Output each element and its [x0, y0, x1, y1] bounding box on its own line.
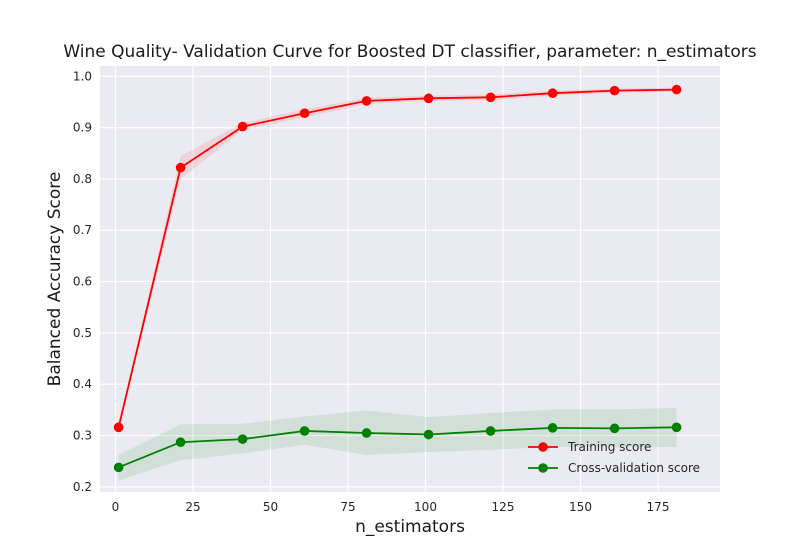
confidence-bands — [118, 87, 677, 481]
training-score-point — [299, 108, 310, 119]
cross-validation-score-point — [423, 429, 434, 440]
legend-items: Training score Cross-validation score — [528, 440, 700, 475]
cross-validation-score-point — [175, 437, 186, 448]
y-tick-labels: 0.2 0.3 0.4 0.5 0.6 0.7 0.8 0.9 1.0 — [73, 69, 92, 494]
series-lines — [117, 88, 677, 469]
cross-validation-score-point — [361, 428, 372, 438]
y-tick-label: 0.3 — [73, 429, 92, 443]
series-points — [113, 84, 682, 473]
y-axis-label: Balanced Accuracy Score — [45, 172, 65, 387]
cross-validation-score-band — [118, 407, 677, 481]
x-tick-label: 100 — [414, 500, 437, 514]
x-tick-label: 125 — [492, 500, 515, 514]
legend-cross-validation-label: Cross-validation score — [568, 461, 700, 475]
training-score-point — [609, 85, 620, 96]
cross-validation-score-point — [299, 426, 310, 436]
plot-background — [100, 66, 720, 492]
x-tick-label: 175 — [647, 500, 670, 514]
training-score-point — [361, 96, 372, 106]
cross-validation-score-point — [113, 462, 124, 473]
legend-cross-validation-marker — [538, 463, 548, 473]
cross-validation-score-point — [609, 423, 620, 434]
y-tick-label: 0.8 — [73, 172, 92, 186]
x-tick-label: 75 — [340, 500, 355, 514]
cross-validation-score-point — [547, 423, 558, 433]
y-tick-label: 0.7 — [73, 223, 92, 237]
y-tick-label: 0.5 — [73, 326, 92, 340]
training-score-point — [671, 84, 682, 95]
y-tick-label: 0.6 — [73, 275, 92, 289]
chart-title: Wine Quality- Validation Curve for Boost… — [63, 42, 756, 62]
x-tick-label: 150 — [569, 500, 592, 514]
training-score-point — [423, 93, 434, 104]
y-tick-label: 0.4 — [73, 377, 92, 391]
training-score-line — [117, 88, 677, 428]
cross-validation-score-point — [671, 422, 682, 433]
x-tick-label: 0 — [112, 500, 120, 514]
x-axis-label: n_estimators — [355, 517, 465, 537]
x-tick-label: 50 — [263, 500, 278, 514]
y-tick-label: 0.2 — [73, 480, 92, 494]
legend: Training score Cross-validation score — [528, 440, 700, 475]
training-score-point — [547, 88, 558, 99]
training-score-point — [485, 92, 496, 103]
training-score-point — [175, 162, 186, 173]
grid-lines — [100, 66, 720, 492]
y-tick-label: 0.9 — [73, 121, 92, 135]
cross-validation-score-point — [237, 434, 248, 444]
legend-training-label: Training score — [567, 440, 651, 454]
x-tick-labels: 0 25 50 75 100 125 150 175 — [112, 500, 670, 514]
training-score-point — [237, 121, 248, 132]
training-score-point — [113, 422, 124, 433]
x-tick-label: 25 — [185, 500, 200, 514]
legend-training-marker — [538, 442, 548, 452]
cross-validation-score-line — [118, 426, 677, 469]
cross-validation-score-point — [485, 426, 496, 436]
y-tick-label: 1.0 — [73, 69, 92, 83]
